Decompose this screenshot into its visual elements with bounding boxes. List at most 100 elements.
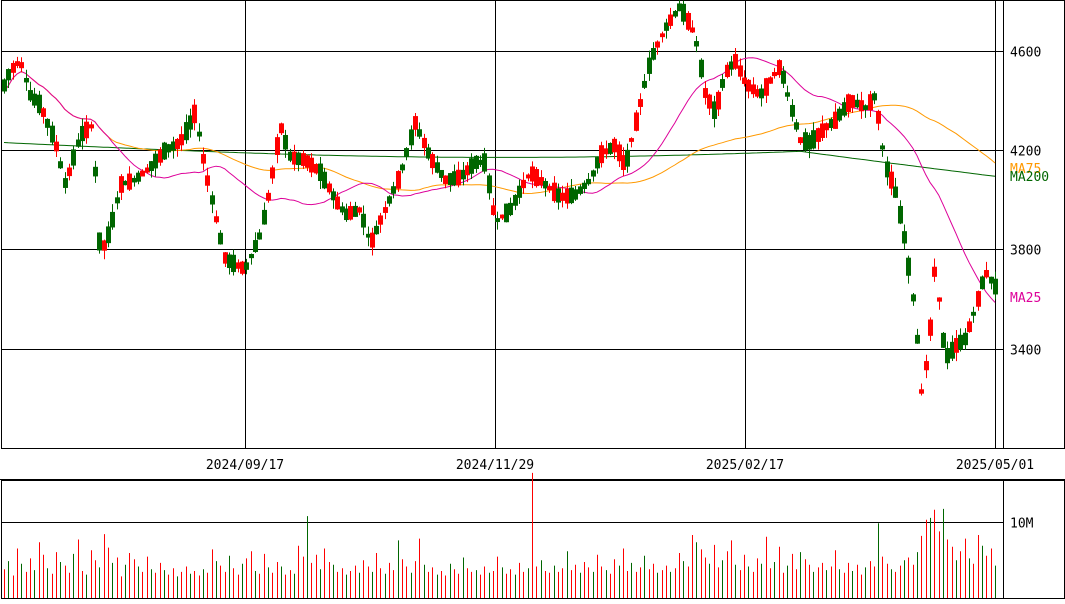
candle-body [50, 125, 55, 143]
candle-body [430, 154, 435, 169]
candle-body [487, 175, 492, 194]
candle-body [417, 129, 422, 137]
candle-body [301, 153, 306, 166]
candle-body [859, 100, 864, 112]
candle-body [257, 232, 262, 240]
candle-body [266, 192, 271, 201]
candle-body [539, 177, 544, 186]
candle-body [534, 169, 539, 187]
candle-body [288, 151, 293, 161]
candle-body [80, 125, 85, 142]
candle-body [941, 332, 946, 348]
candle-body [833, 111, 838, 129]
candle-body [842, 102, 847, 116]
candle-body [175, 138, 180, 149]
candle-body [984, 270, 989, 278]
candle-body [461, 169, 466, 180]
candle-body [201, 154, 206, 164]
candle-body [262, 209, 267, 225]
candle-body [327, 183, 332, 193]
date-tick-label: 2025/02/17 [706, 458, 784, 473]
candle-body [742, 77, 747, 84]
candle-body [318, 163, 323, 182]
candle-body [876, 110, 881, 124]
candle-body [846, 94, 851, 113]
candle-body [660, 33, 665, 38]
candle-body [253, 240, 258, 253]
candle-body [426, 147, 431, 159]
candle-body [140, 170, 145, 177]
volume-bars [4, 472, 996, 598]
candle-body [132, 177, 137, 183]
candle-body [452, 171, 457, 186]
candle-body [391, 186, 396, 194]
candle-body [2, 79, 7, 92]
candle-body [759, 88, 764, 99]
candle-body [889, 171, 894, 189]
candle-body [642, 80, 647, 88]
candle-body [119, 176, 124, 193]
candle-body [270, 167, 275, 179]
candle-body [102, 240, 107, 251]
volume-tick-label: 10M [1010, 517, 1034, 532]
candle-body [764, 78, 769, 96]
candle-body [292, 151, 297, 165]
candle-body [777, 60, 782, 76]
candle-body [179, 134, 184, 146]
candle-body [357, 207, 362, 213]
candle-body [158, 149, 163, 163]
candle-body [837, 108, 842, 121]
candle-body [305, 155, 310, 168]
candle-body [474, 155, 479, 169]
candle-body [617, 144, 622, 162]
candle-body [106, 226, 111, 244]
candle-body [803, 132, 808, 151]
candle-body [963, 332, 968, 346]
candle-body [647, 57, 652, 74]
candle-body [400, 164, 405, 171]
price-tick-label: 3400 [1010, 344, 1041, 359]
ma25-line [3, 57, 996, 303]
candle-body [227, 254, 232, 269]
candle-body [703, 88, 708, 98]
candle-body [218, 232, 223, 245]
candle-body [41, 108, 46, 117]
candle-body [595, 157, 600, 169]
candle-body [781, 70, 786, 84]
candle-body [989, 276, 994, 284]
candle-body [344, 208, 349, 221]
candle-body [123, 180, 128, 186]
candle-body [214, 216, 219, 223]
candlesticks [2, 0, 998, 396]
date-tick-label: 2024/09/17 [206, 458, 284, 473]
candle-body [521, 179, 526, 189]
candle-body [668, 14, 673, 26]
candle-body [699, 59, 704, 78]
candle-body [586, 178, 591, 185]
candle-body [906, 257, 911, 276]
candle-body [716, 91, 721, 110]
candle-body [32, 93, 37, 106]
date-tick-label: 2025/05/01 [956, 458, 1034, 473]
candle-body [608, 142, 613, 154]
candle-body [950, 341, 955, 359]
candle-body [127, 173, 132, 190]
price-tick-label: 4200 [1010, 145, 1041, 160]
candle-body [465, 165, 470, 176]
candle-body [807, 135, 812, 150]
candle-body [547, 186, 552, 191]
candle-body [348, 206, 353, 220]
candle-body [928, 319, 933, 336]
candle-body [798, 137, 803, 144]
ma75-label: MA75 [1010, 162, 1041, 177]
candle-body [58, 161, 63, 169]
ma75-line [3, 71, 996, 195]
candle-body [811, 130, 816, 149]
candle-body [171, 141, 176, 151]
candle-body [84, 121, 89, 139]
candle-body [526, 174, 531, 179]
candle-body [115, 197, 120, 204]
candle-body [690, 27, 695, 33]
candle-body [733, 54, 738, 69]
